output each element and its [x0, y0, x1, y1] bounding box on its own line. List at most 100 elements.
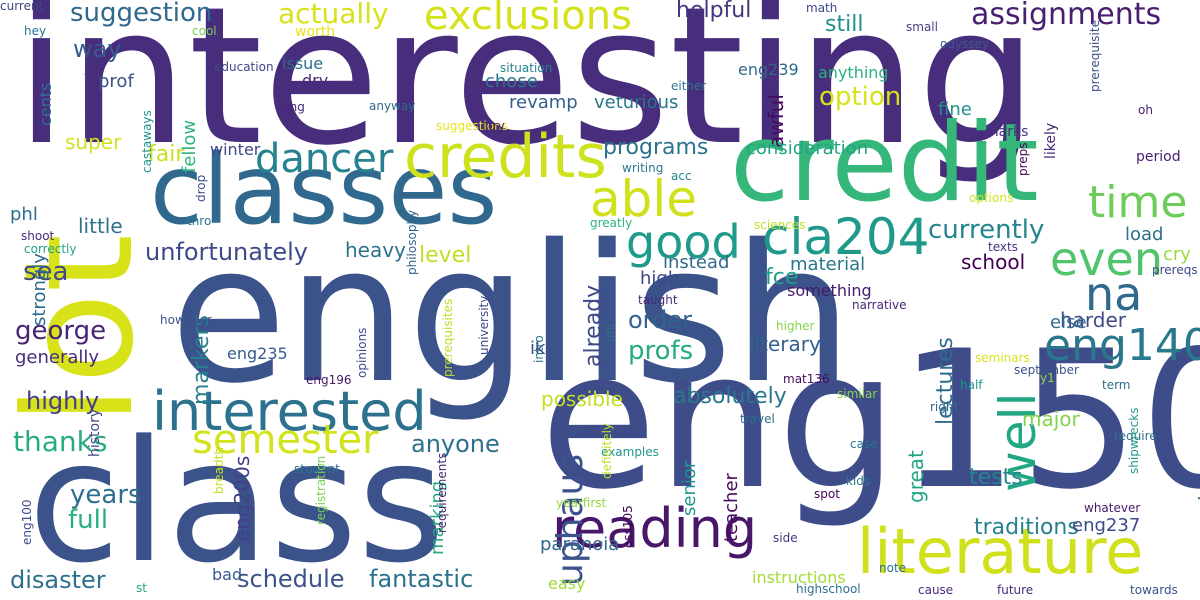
word-correctly: correctly	[24, 242, 77, 256]
word-case: case	[850, 437, 878, 451]
word-anyone: anyone	[411, 430, 500, 458]
word-texts: texts	[988, 240, 1018, 254]
word-helpful: helpful	[676, 0, 752, 23]
word-highschool: highschool	[796, 582, 861, 596]
word-suggestion: suggestion	[70, 0, 213, 28]
word-eng239: eng239	[738, 60, 799, 79]
word-fantastic: fantastic	[369, 565, 474, 593]
word-way: way	[73, 35, 122, 63]
word-winter: winter	[210, 140, 261, 159]
word-term: term	[1102, 378, 1131, 392]
word-instructions: instructions	[752, 568, 846, 587]
word-harder: harder	[1060, 308, 1127, 332]
word-shipwrecks: shipwrecks	[1127, 407, 1141, 474]
word-spot: spot	[814, 487, 840, 501]
word-ess105: ess105	[621, 505, 635, 548]
word-shoot: shoot	[21, 229, 55, 243]
word-breadth: breadth	[212, 447, 226, 494]
word-george: george	[15, 316, 107, 346]
word-currently: currently	[928, 215, 1045, 245]
word-traditions: traditions	[974, 515, 1079, 540]
word-right: right	[930, 400, 959, 414]
word-interesting: interesting	[15, 0, 1038, 187]
word-current: current	[0, 0, 44, 13]
word-generally: generally	[15, 347, 100, 368]
word-literary: literary	[749, 332, 821, 356]
word-cool: cool	[192, 24, 217, 38]
word-fine: fine	[938, 99, 972, 120]
word-odyssey: odyssey	[940, 37, 990, 51]
word-completely: completely	[83, 42, 97, 110]
word-programs: programs	[603, 135, 709, 160]
word-semester: semester	[192, 417, 379, 463]
word-registration: registration	[314, 455, 328, 525]
word-super: super	[65, 130, 122, 154]
word-hey: hey	[24, 24, 47, 38]
word-dry: dry	[302, 71, 329, 90]
word-long: long	[279, 100, 305, 114]
word-oh: oh	[1138, 103, 1153, 117]
word-require: require	[1114, 429, 1157, 443]
word-unfortunately: unfortunately	[145, 238, 309, 266]
word-education: education	[214, 60, 274, 74]
word-level: level	[419, 243, 472, 268]
word-examples: examples	[601, 445, 659, 459]
word-school: school	[961, 250, 1026, 274]
word-prerequisites: prerequisites	[441, 298, 455, 377]
word-strongly: strongly	[29, 253, 50, 326]
word-sea: sea	[23, 257, 69, 287]
word-likely: likely	[1043, 122, 1059, 159]
word-na: na	[1085, 267, 1143, 321]
word-opinions: opinions	[355, 327, 369, 378]
word-anything: anything	[818, 63, 889, 82]
word-either: either	[671, 79, 707, 93]
word-note: note	[879, 561, 907, 575]
word-greatly: greatly	[590, 216, 633, 230]
word-castaways: castaways	[140, 110, 154, 173]
word-towards: towards	[1130, 583, 1178, 597]
word-preps: preps	[1016, 142, 1030, 176]
word-revamp: revamp	[509, 92, 578, 113]
word-taught: taught	[638, 293, 678, 307]
word-material: material	[790, 254, 866, 275]
word-yearfirst: yearfirst	[556, 496, 607, 510]
word-higher: higher	[776, 319, 815, 333]
word-writing: writing	[622, 161, 664, 175]
word-chose: chose	[485, 71, 538, 92]
word-great: great	[904, 450, 928, 503]
word-veturious: veturious	[594, 92, 679, 113]
word-anyway: anyway	[369, 99, 416, 113]
word-senior: senior	[679, 460, 700, 516]
word-high: high	[640, 268, 680, 289]
word-future: future	[997, 583, 1034, 597]
word-credit: credit	[730, 101, 1039, 226]
word-seminars: seminars	[975, 351, 1030, 365]
word-options: options	[969, 191, 1014, 205]
word-english: english	[170, 204, 853, 425]
word-interested: interested	[152, 380, 427, 443]
word-option: option	[819, 82, 902, 112]
word-possible: possible	[541, 387, 623, 411]
word-issue: issue	[282, 54, 324, 73]
word-order: order	[628, 306, 692, 334]
word-half: half	[960, 378, 983, 392]
word-reading: reading	[552, 497, 758, 560]
word-schedule: schedule	[237, 565, 345, 593]
word-sciences: sciences	[754, 218, 806, 232]
word-eng237: eng237	[1072, 515, 1141, 536]
word-something: something	[787, 281, 872, 300]
word-already: already	[581, 284, 606, 367]
word-phl: phl	[10, 204, 38, 225]
word-math: math	[806, 1, 838, 15]
word-similar: similar	[837, 387, 878, 401]
word-prereqs: prereqs	[1152, 263, 1198, 277]
word-definitely: definitely	[600, 422, 614, 479]
word-exclusions: exclusions	[424, 0, 632, 39]
word-credits: credits	[404, 122, 607, 192]
word-narrative: narrative	[852, 298, 907, 312]
word-situation: situation	[500, 61, 553, 75]
word-teacher: teacher	[721, 473, 742, 542]
word-even: even	[1050, 232, 1163, 286]
word-time: time	[1088, 177, 1188, 228]
